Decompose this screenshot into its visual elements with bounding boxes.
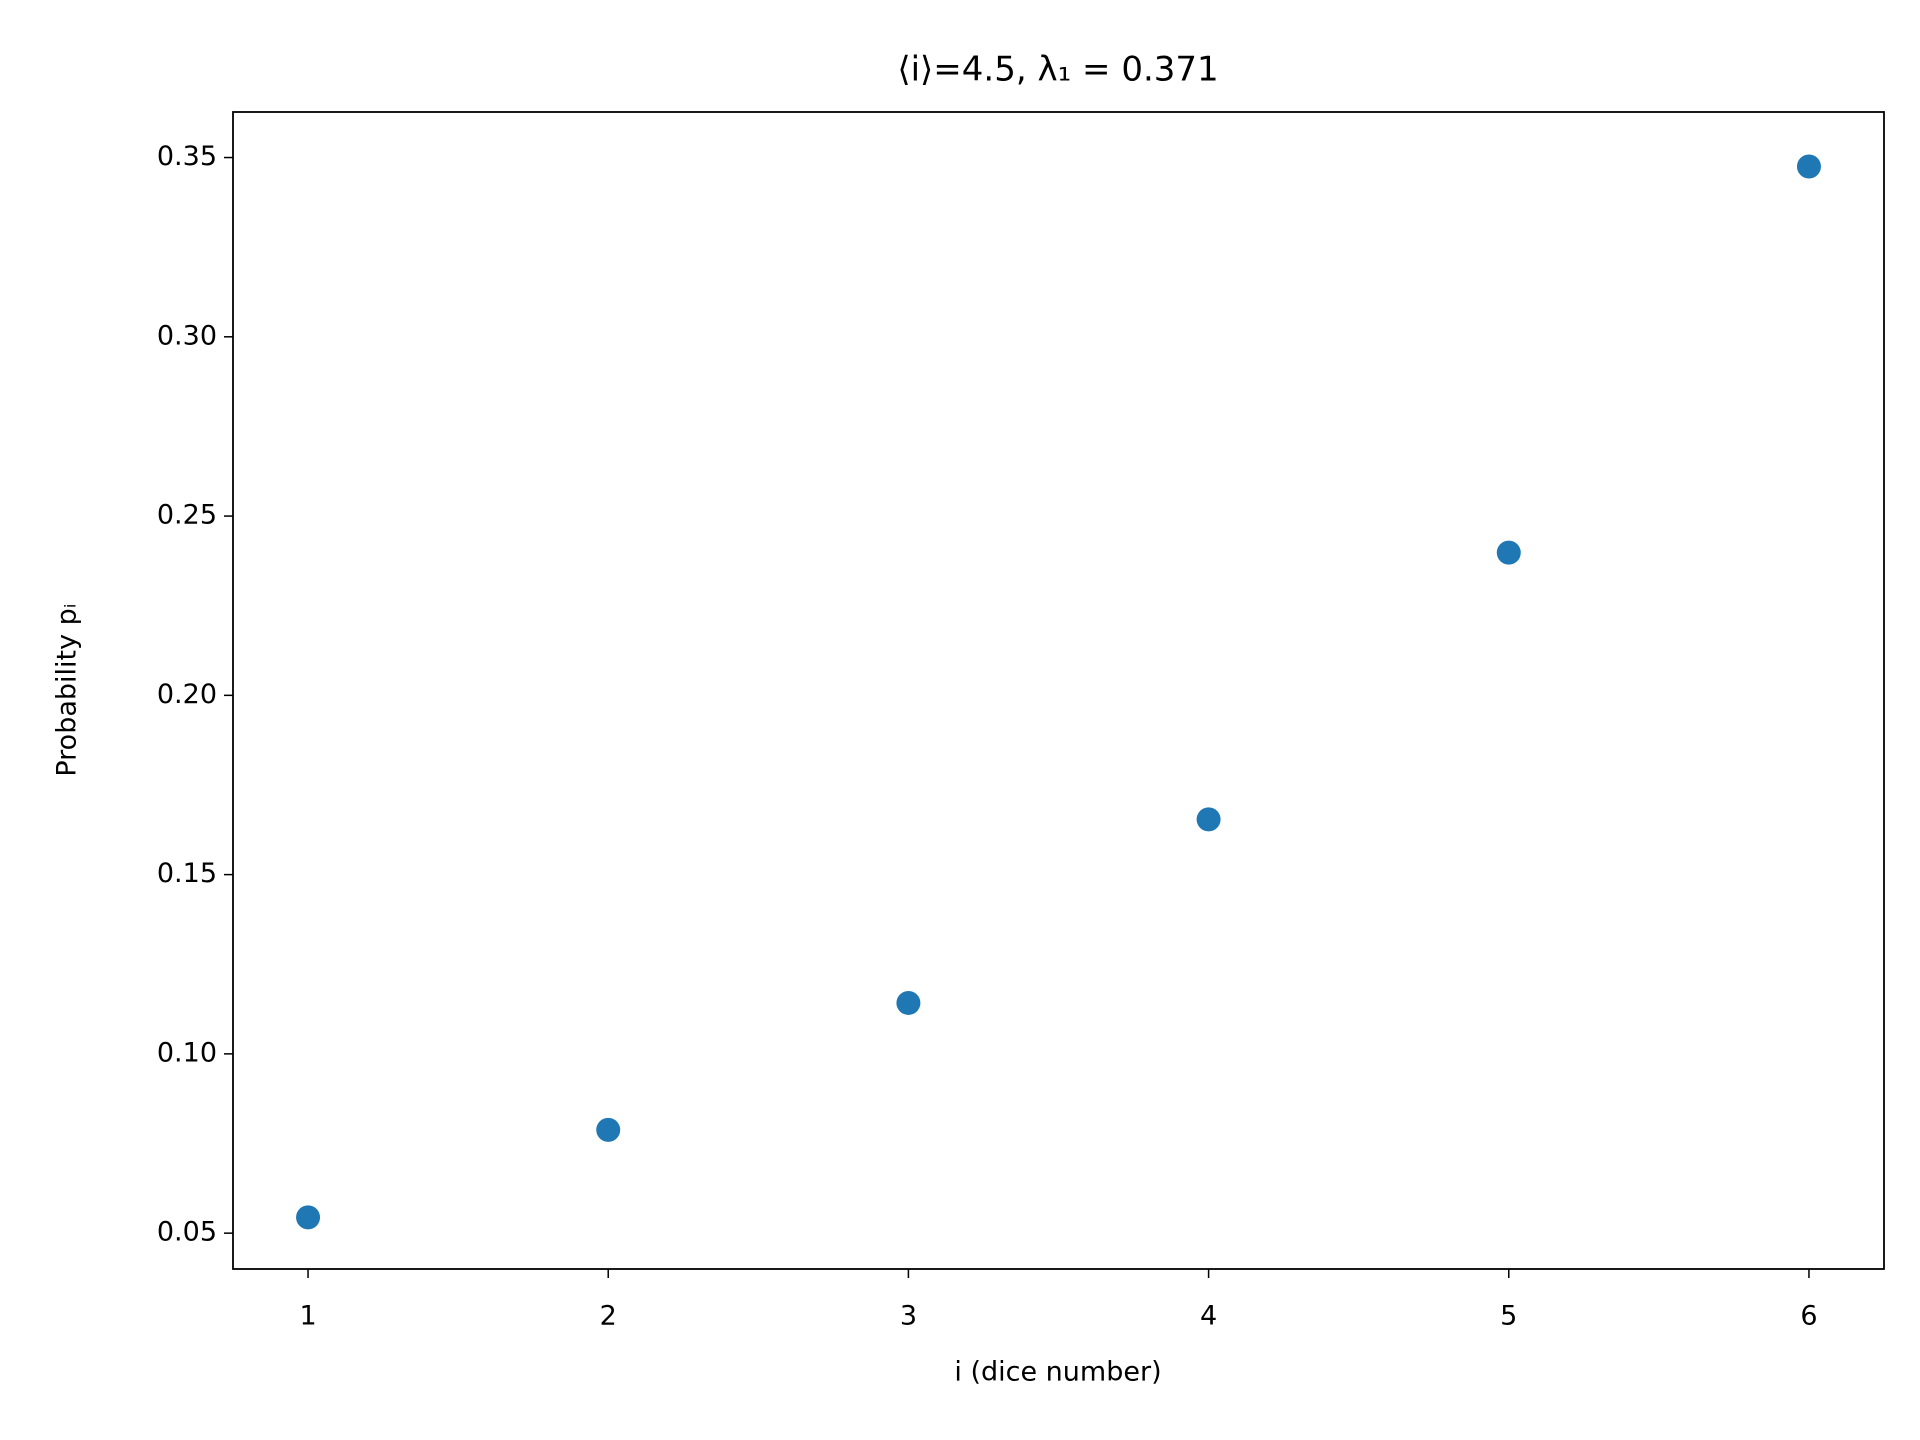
data-point	[1496, 540, 1521, 565]
x-tick-label: 4	[1200, 1301, 1217, 1332]
y-tick-label: 0.15	[157, 858, 217, 889]
x-tick-label: 2	[600, 1301, 617, 1332]
data-point	[1196, 807, 1221, 832]
data-point	[1796, 154, 1821, 179]
y-axis-label: Probability pᵢ	[52, 603, 83, 776]
x-tick-label: 6	[1800, 1301, 1817, 1332]
plot-frame	[232, 111, 1885, 1270]
y-tick-label: 0.30	[157, 320, 217, 351]
y-tick-label: 0.25	[157, 500, 217, 531]
y-tick-label: 0.10	[157, 1037, 217, 1068]
y-tick-label: 0.05	[157, 1217, 217, 1248]
y-tick-label: 0.20	[157, 679, 217, 710]
data-point	[296, 1205, 321, 1230]
x-tick-label: 5	[1500, 1301, 1517, 1332]
data-point	[596, 1117, 621, 1142]
data-point	[896, 990, 921, 1015]
y-tick-label: 0.35	[157, 141, 217, 172]
x-axis-label: i (dice number)	[954, 1357, 1161, 1388]
chart-title: ⟨i⟩=4.5, λ₁ = 0.371	[897, 50, 1218, 90]
x-tick-label: 1	[299, 1301, 316, 1332]
x-tick-label: 3	[900, 1301, 917, 1332]
